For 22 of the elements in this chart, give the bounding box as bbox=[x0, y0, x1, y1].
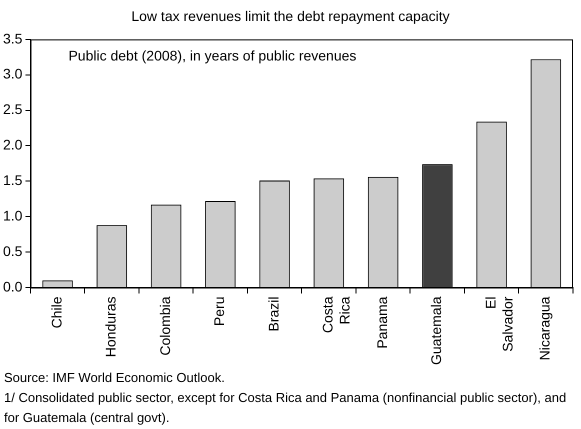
x-tick-label: Peru bbox=[211, 296, 228, 326]
x-tick-label: Costa Rica bbox=[320, 296, 353, 334]
x-tick-label: Panama bbox=[374, 296, 390, 349]
x-tick-label: Nicaragua bbox=[536, 296, 553, 360]
annotation: Public debt (2008), in years of public revenues bbox=[68, 47, 356, 64]
x-tick-label: Colombia bbox=[156, 296, 173, 356]
y-tick-label: 1.0 bbox=[2, 207, 23, 224]
y-tick-label: 0.0 bbox=[2, 278, 23, 294]
y-tick-label: 2.5 bbox=[2, 101, 23, 118]
source-note: Source: IMF World Economic Outlook. bbox=[4, 369, 226, 387]
y-tick-label: 3.0 bbox=[2, 66, 23, 82]
y-tick-label: 3.5 bbox=[2, 30, 23, 46]
text: 1/ Consolidated public sector, except for Costa Rica and Panama (nonfinancial public sector), and for Guatemala (central govt). bbox=[4, 389, 568, 427]
x-tick-label: Guatemala bbox=[428, 296, 444, 365]
y-tick-label: 2.0 bbox=[2, 136, 23, 153]
x-tick-label: Brazil bbox=[265, 296, 282, 332]
x-tick-label: Chile bbox=[48, 296, 64, 328]
y-tick-label: 0.5 bbox=[2, 242, 23, 259]
x-tick-label: El Salvador bbox=[482, 296, 516, 352]
x-tick-label: Honduras bbox=[102, 296, 119, 358]
chart-title: Low tax revenues limit the debt repayment capacity bbox=[130, 8, 451, 24]
y-tick-label: 1.5 bbox=[2, 172, 23, 188]
